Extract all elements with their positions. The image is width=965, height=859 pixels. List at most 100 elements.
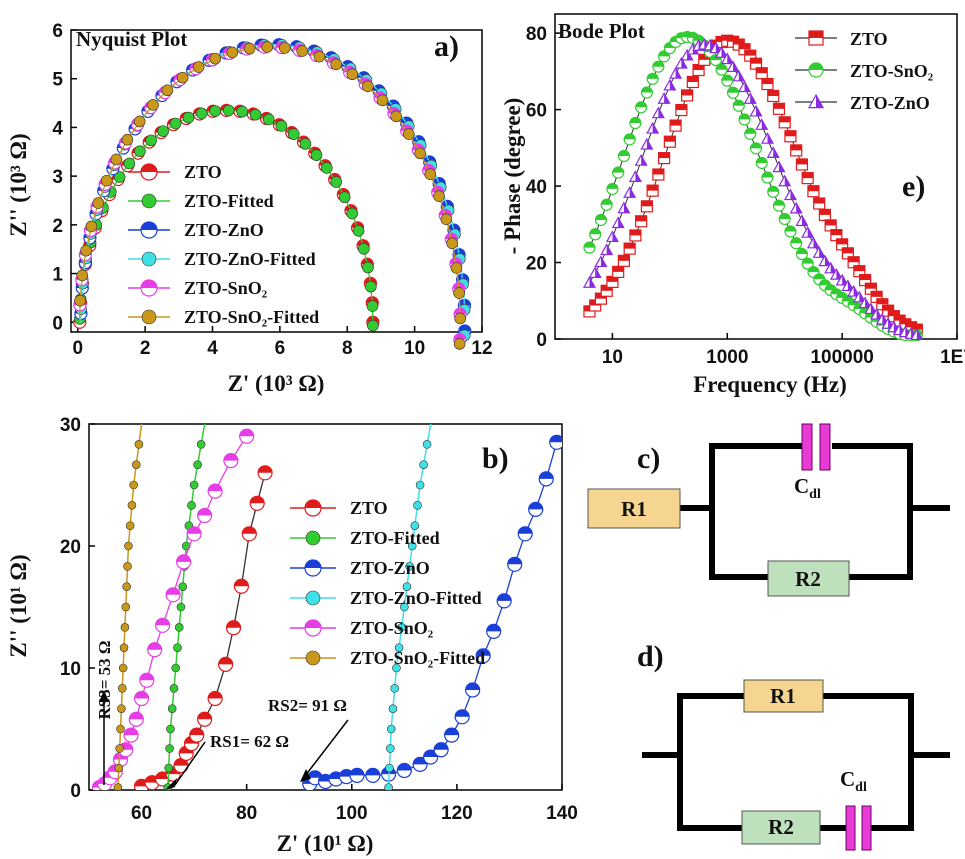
zoomed-point-fill bbox=[208, 484, 223, 492]
nyquist-fit-point bbox=[169, 117, 182, 130]
circuit-c-r2-label: R2 bbox=[795, 567, 821, 591]
bode-point bbox=[767, 185, 780, 198]
nyquist-fit-point bbox=[74, 294, 86, 307]
nyquist-series bbox=[73, 38, 472, 350]
zoomed-legend-marker-fill bbox=[305, 500, 321, 508]
bode-point-fill bbox=[819, 209, 831, 215]
bode-point bbox=[835, 273, 849, 286]
zoomed-series bbox=[91, 424, 562, 790]
bode-point bbox=[732, 99, 745, 112]
zoomed-point-fill bbox=[497, 593, 512, 601]
bode-point-fill bbox=[784, 130, 796, 137]
bode-point bbox=[801, 172, 814, 185]
zoomed-x-tick-label: 60 bbox=[131, 803, 152, 824]
bode-point-fill bbox=[842, 275, 848, 285]
zoomed-x-tick-label: 100 bbox=[336, 803, 368, 824]
nyquist-series-zto-zno bbox=[74, 38, 472, 338]
circuit-c-capacitor-label: Cdl bbox=[794, 474, 821, 502]
bode-point-fill bbox=[767, 186, 779, 192]
zoomed-point-fill bbox=[258, 465, 273, 473]
bode-point bbox=[623, 133, 636, 146]
nyquist-point-fill bbox=[439, 209, 452, 216]
bode-point-fill bbox=[796, 158, 808, 165]
bode-point bbox=[663, 78, 677, 91]
circuit-d-capacitor-label: Cdl bbox=[840, 767, 867, 795]
zoomed-legend-marker bbox=[304, 559, 322, 577]
zoomed-point-fill bbox=[507, 557, 522, 565]
bode-point-fill bbox=[761, 172, 773, 178]
bode-point-fill bbox=[825, 219, 837, 226]
bode-point bbox=[663, 135, 676, 148]
zoomed-x-axis-label: Z' (10¹ Ω) bbox=[277, 831, 374, 856]
zoomed-point bbox=[249, 495, 265, 511]
bode-point bbox=[812, 246, 826, 258]
bode-point bbox=[755, 156, 768, 170]
zoomed-legend-marker bbox=[305, 530, 321, 546]
zoomed-fit-point bbox=[127, 501, 137, 510]
bode-point-fill bbox=[767, 90, 779, 96]
bode-point-fill bbox=[641, 155, 647, 166]
bode-point bbox=[680, 89, 694, 102]
bode-point-fill bbox=[618, 255, 630, 261]
bode-point-fill bbox=[652, 123, 659, 134]
nyquist-fit-point bbox=[161, 84, 174, 97]
zoomed-point bbox=[197, 507, 213, 524]
bode-point-fill bbox=[819, 279, 831, 286]
zoomed-fit-point bbox=[178, 582, 188, 591]
zoomed-legend: ZTO ZTO-Fitted ZTO-ZnO ZTO-ZnO-Fitted ZTO-Sn… bbox=[290, 498, 485, 668]
zoomed-point-fill bbox=[187, 526, 202, 534]
bode-point bbox=[589, 228, 602, 241]
bode-point-fill bbox=[784, 175, 791, 186]
zoomed-nyquist-panel: 60 80 100 120 140 0 10 20 30 b) Z' (10¹ Ω) Z'' (… bbox=[6, 415, 578, 856]
bode-point-fill bbox=[739, 114, 751, 120]
bode-point-fill bbox=[733, 61, 739, 72]
nyquist-legend-marker bbox=[140, 221, 158, 239]
bode-point-fill bbox=[624, 243, 636, 249]
nyquist-y-tick-label: 3 bbox=[52, 167, 63, 188]
zoomed-legend-marker-fill bbox=[305, 620, 321, 628]
nyquist-fit-point bbox=[176, 71, 189, 84]
nyquist-fit-point bbox=[113, 171, 126, 183]
zoomed-nyquist-frame bbox=[88, 423, 563, 791]
bode-point-fill bbox=[744, 128, 756, 134]
bode-point bbox=[881, 317, 895, 329]
zoomed-point-fill bbox=[549, 435, 562, 443]
zoomed-point bbox=[233, 578, 250, 594]
zoomed-fit-point bbox=[124, 541, 133, 551]
nyquist-fit-point bbox=[249, 108, 262, 121]
zoomed-fit-point bbox=[407, 541, 417, 551]
bode-legend-marker-fill bbox=[816, 95, 823, 108]
bode-point-fill bbox=[848, 256, 860, 263]
annotation-rs1: RS1= 62 Ω bbox=[210, 732, 289, 751]
nyquist-fit-point bbox=[85, 220, 98, 233]
nyquist-point-fill bbox=[453, 248, 466, 255]
nyquist-point-fill bbox=[449, 257, 462, 264]
nyquist-fit-point bbox=[209, 52, 222, 65]
zoomed-fit-point bbox=[171, 663, 181, 673]
zoomed-fit-point bbox=[114, 763, 124, 773]
bode-point-fill bbox=[807, 185, 819, 192]
bode-point-fill bbox=[664, 93, 670, 104]
zoomed-point bbox=[365, 767, 381, 783]
bode-point-fill bbox=[583, 242, 595, 248]
zoomed-point-fill bbox=[208, 691, 223, 699]
bode-point-fill bbox=[641, 86, 653, 93]
bode-point bbox=[795, 247, 809, 261]
nyquist-legend-label: ZTO-SnO₂-Fitted bbox=[184, 307, 319, 327]
bode-point bbox=[605, 230, 619, 243]
nyquist-legend-marker-fill bbox=[141, 280, 157, 288]
bode-legend-label: ZTO-ZnO bbox=[850, 93, 930, 113]
bode-point-fill bbox=[612, 167, 624, 173]
zoomed-point bbox=[176, 554, 192, 570]
bode-point-fill bbox=[658, 107, 664, 118]
zoomed-point bbox=[197, 711, 213, 727]
bode-point-fill bbox=[623, 202, 630, 213]
bode-point bbox=[594, 255, 608, 268]
zoomed-series-zto-zno-fitted bbox=[384, 424, 432, 790]
zoomed-fit-point bbox=[117, 684, 127, 693]
nyquist-fit-point bbox=[424, 168, 437, 180]
zoomed-x-tick-label: 120 bbox=[441, 803, 473, 824]
bode-point-fill bbox=[773, 200, 785, 206]
zoomed-point bbox=[444, 727, 460, 743]
nyquist-x-tick-label: 0 bbox=[72, 338, 83, 359]
